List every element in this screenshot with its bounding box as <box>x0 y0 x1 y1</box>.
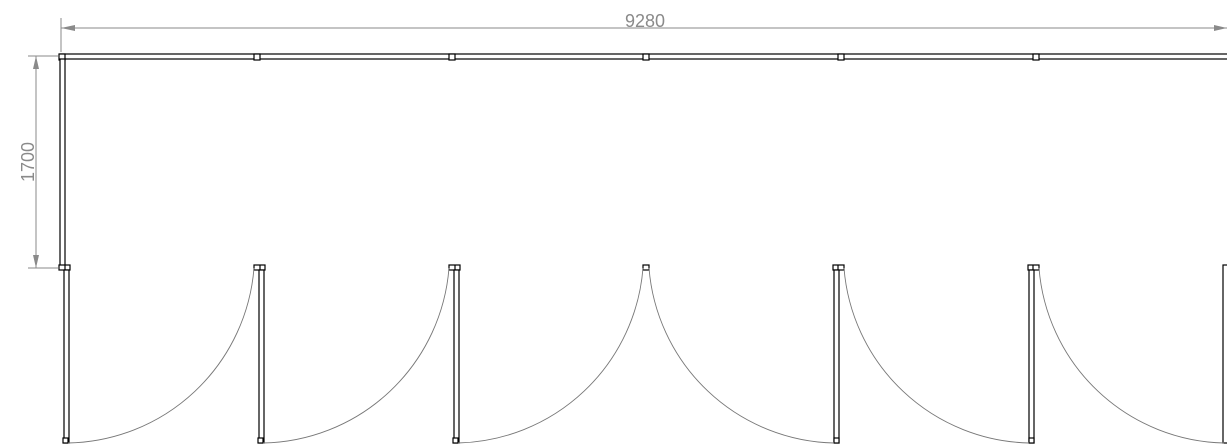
door-swing-arc <box>843 267 1030 444</box>
back-wall-bracket <box>837 53 845 61</box>
door-foot <box>833 437 840 444</box>
door-swings <box>67 267 1225 444</box>
left-side-wall <box>59 58 66 267</box>
door-leaf <box>453 269 460 444</box>
width-dimension <box>60 18 1227 52</box>
left-side-wall-panel <box>59 58 66 267</box>
height-dimension-arrow-bottom <box>33 255 39 268</box>
door-leaf <box>258 269 265 444</box>
height-dimension-arrow-top <box>33 56 39 69</box>
front-partitions <box>58 264 1227 444</box>
door-swing-arc <box>262 267 450 444</box>
width-dimension-arrow-right <box>1214 25 1227 31</box>
door-swing-arc <box>67 267 255 444</box>
door-foot <box>1028 437 1035 444</box>
back-wall-bracket <box>253 53 261 61</box>
door-swing-arc <box>1038 267 1225 444</box>
width-dimension-label: 9280 <box>625 11 665 31</box>
back-wall-bracket <box>1032 53 1040 61</box>
door-foot <box>257 437 264 444</box>
width-dimension-arrow-left <box>61 25 75 31</box>
back-wall-bracket <box>642 53 650 61</box>
door-leaf <box>63 269 70 444</box>
back-wall <box>58 53 1227 61</box>
height-dimension <box>28 55 58 269</box>
height-dimension-label: 1700 <box>18 142 38 182</box>
door-swing-arc <box>457 267 644 444</box>
front-post <box>642 264 650 271</box>
door-swing-arc <box>648 267 835 444</box>
door-foot <box>62 437 69 444</box>
door-foot <box>452 437 459 444</box>
door-leaf <box>1222 264 1227 444</box>
door-leaf <box>1028 269 1035 444</box>
back-wall-bracket <box>448 53 456 61</box>
door-leaf <box>833 269 840 444</box>
